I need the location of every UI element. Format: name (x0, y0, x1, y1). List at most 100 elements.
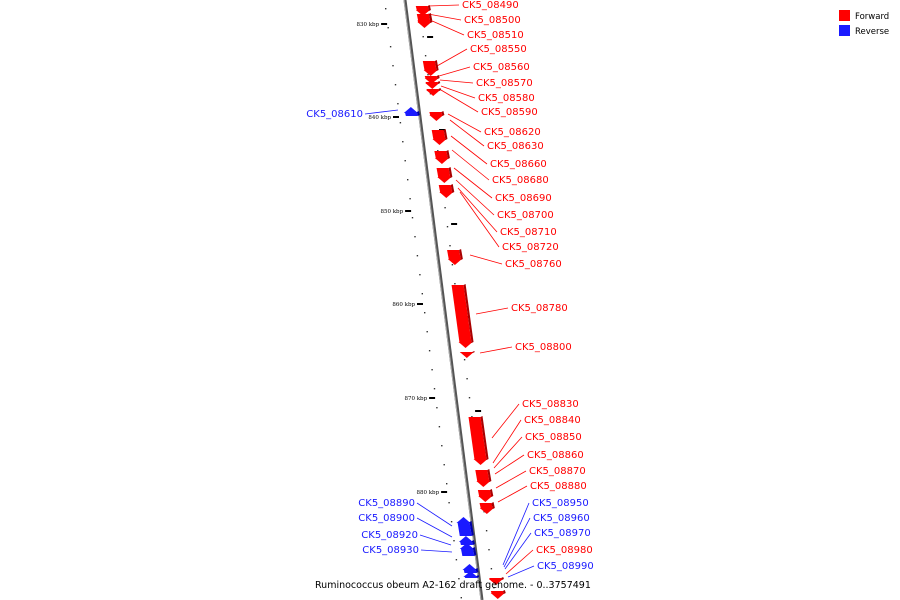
leader-line (429, 19, 465, 36)
major-tick (429, 397, 436, 399)
leader-line (449, 119, 485, 147)
leader-line (427, 4, 460, 7)
gene-arrowhead (423, 70, 438, 76)
minor-tick (454, 283, 456, 285)
gene-shading (463, 284, 474, 343)
gene-arrowhead (462, 564, 477, 570)
minor-tick (421, 293, 423, 295)
gene-body (457, 522, 472, 536)
gene-arrowhead (488, 579, 503, 585)
gene-body (451, 285, 472, 343)
leader-line (450, 135, 488, 165)
gene-arrowhead (403, 107, 418, 113)
gene-label-ck5-08580: CK5_08580 (478, 93, 535, 104)
gene-body (431, 130, 446, 140)
gene-label-ck5-08510: CK5_08510 (467, 30, 524, 41)
gene-shading (491, 502, 495, 509)
major-tick (475, 410, 482, 412)
minor-tick (402, 141, 404, 143)
gene-shading (443, 129, 448, 140)
leader-line (416, 502, 453, 527)
minor-tick (444, 207, 446, 209)
gene-shading (428, 13, 433, 21)
gene-arrowhead (415, 10, 430, 16)
leader-line (502, 502, 530, 566)
leader-line (455, 179, 495, 216)
leader-line (439, 79, 474, 84)
minor-tick (453, 540, 455, 542)
gene-arrowhead (424, 78, 439, 84)
leader-line (492, 419, 522, 464)
minor-tick (485, 530, 488, 532)
gene-shading (472, 547, 477, 556)
leader-line (364, 109, 399, 115)
gene-arrowhead (459, 543, 474, 549)
minor-tick (443, 464, 445, 466)
gene-shading (476, 575, 480, 578)
gene-label-ck5-08550: CK5_08550 (470, 44, 527, 55)
gene-body (460, 548, 475, 556)
minor-tick (441, 445, 443, 447)
leader-line (440, 89, 479, 113)
gene-shading (489, 489, 494, 497)
gene-shading (502, 590, 506, 594)
gene-label-ck5-08860: CK5_08860 (527, 450, 584, 461)
tick-label: 850 kbp (380, 209, 403, 215)
minor-tick (493, 587, 495, 589)
leader-line (497, 485, 528, 503)
legend-label-reverse: Reverse (855, 27, 889, 37)
gene-shading (437, 81, 441, 84)
gene-body (434, 151, 448, 159)
gene-arrowhead (458, 536, 473, 542)
major-tick (405, 210, 412, 212)
gene-body (475, 470, 490, 482)
gene-arrowhead (478, 496, 493, 502)
gene-arrowhead (473, 459, 488, 465)
gene-label-ck5-08930: CK5_08930 (362, 545, 419, 556)
gene-label-ck5-08830: CK5_08830 (522, 399, 579, 410)
major-tick (427, 36, 434, 38)
minor-tick (455, 559, 458, 561)
leader-line (469, 254, 503, 265)
gene-shading (446, 150, 450, 159)
minor-tick (433, 388, 436, 390)
minor-tick (463, 359, 466, 361)
gene-body (415, 6, 429, 11)
leader-line (416, 517, 453, 538)
minor-tick (416, 255, 419, 257)
major-tick (393, 116, 399, 118)
gene-body (468, 417, 487, 460)
gene-label-ck5-08890: CK5_08890 (358, 498, 415, 509)
gene-label-ck5-08610: CK5_08610 (306, 109, 363, 120)
leader-line (494, 454, 525, 475)
gene-shading (427, 5, 431, 11)
gene-body (422, 61, 437, 71)
minor-tick (427, 74, 429, 76)
minor-tick (449, 245, 451, 247)
minor-tick (428, 350, 431, 352)
gene-label-ck5-08680: CK5_08680 (492, 175, 549, 186)
minor-tick (468, 397, 471, 399)
minor-tick (426, 331, 428, 333)
gene-arrowhead (463, 571, 478, 577)
leader-line (495, 470, 527, 489)
gene-label-ck5-08920: CK5_08920 (361, 530, 418, 541)
gene-label-ck5-08500: CK5_08500 (464, 15, 521, 26)
minor-tick (392, 65, 394, 67)
minor-tick (458, 578, 460, 580)
gene-arrowhead (417, 22, 432, 28)
gene-labels: CK5_08490 CK5_08500 CK5_08510 CK5_08550 CK5_… (306, 0, 593, 572)
leader-line (504, 532, 532, 570)
legend-swatch-forward (839, 10, 850, 21)
gene-arrowhead (447, 259, 462, 265)
minor-tick (389, 46, 392, 48)
gene-label-ck5-08840: CK5_08840 (524, 415, 581, 426)
leader-line (420, 549, 453, 553)
minor-tick (397, 103, 399, 105)
gene-arrowhead (437, 177, 452, 183)
gene-body (438, 185, 453, 193)
minor-tick (438, 426, 441, 428)
minor-tick (490, 568, 493, 570)
minor-tick (431, 369, 433, 371)
